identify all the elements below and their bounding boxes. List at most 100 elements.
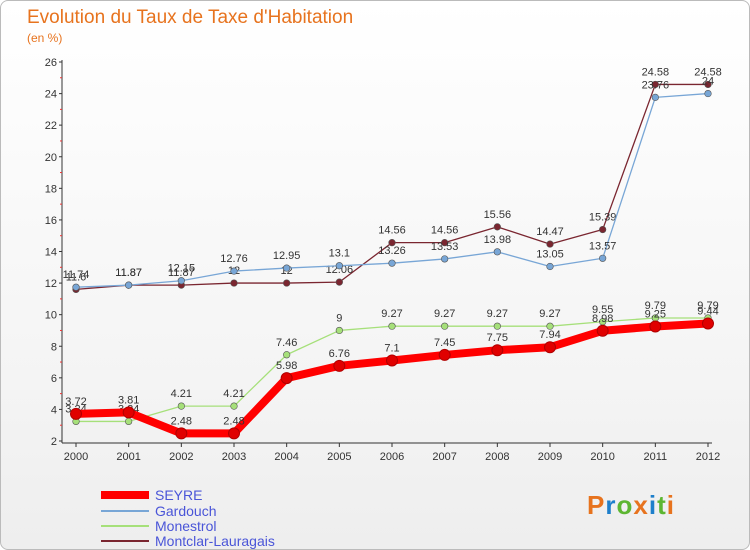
logo-letter: i [666,490,675,520]
data-point [493,223,501,231]
data-point [283,279,291,287]
x-tick-label: 2007 [432,451,456,463]
data-label: 9.55 [592,304,613,316]
data-label: 4.21 [223,388,244,400]
y-tick-label: 18 [45,183,57,195]
series-line-gardouch [75,92,709,288]
data-label: 9.27 [487,308,508,320]
logo-letter: x [633,490,649,520]
legend-label: SEYRE [155,487,202,503]
y-tick-label: 4 [51,404,57,416]
y-tick-label: 8 [51,341,57,353]
y-tick-label: 14 [45,247,57,259]
x-tick-label: 2003 [222,451,246,463]
x-tick-label: 2011 [644,451,668,463]
data-point [651,80,659,89]
data-point [546,262,554,271]
x-tick-label: 2001 [116,451,140,463]
x-tick-label: 2004 [274,451,298,463]
data-label: 7.45 [434,337,455,349]
data-label: 4.21 [171,388,192,400]
data-label: 13.57 [589,240,617,252]
data-point [333,359,346,372]
x-tick-label: 2005 [327,451,351,463]
data-label: 5.98 [276,360,297,372]
y-tick-label: 10 [45,310,57,322]
logo-letter: o [616,490,634,520]
data-label: 14.56 [378,225,406,237]
data-label: 9 [336,312,342,324]
y-tick-label: 24 [45,89,57,101]
data-label: 13.98 [484,234,512,246]
data-label: 11.6 [66,271,87,283]
data-label: 13.26 [378,245,406,257]
data-point [228,427,240,440]
series-line-montclar-lauragais [75,83,708,291]
data-label: 7.75 [487,332,508,344]
data-label: 12.06 [326,264,354,276]
data-point [493,248,501,256]
data-point [230,279,238,287]
data-point [72,283,80,291]
data-label: 15.39 [589,212,617,224]
data-point [388,322,396,330]
data-label: 15.56 [484,209,512,221]
proxiti-logo: Proxiti [587,490,675,521]
data-point [230,267,238,275]
chart-title: Evolution du Taux de Taxe d'Habitation [27,7,354,28]
data-point [599,254,607,262]
x-tick-label: 2006 [380,451,404,463]
y-tick-label: 26 [45,57,57,69]
data-label: 2.48 [223,415,244,427]
logo-letter: r [605,490,617,520]
data-point [388,239,396,247]
data-label: 9.25 [645,309,666,321]
data-point [544,341,556,354]
data-label: 11.74 [63,269,90,281]
logo-letter: t [657,490,667,520]
data-point [280,372,293,385]
data-label: 9.44 [697,306,718,318]
data-label: 9.79 [697,300,718,312]
chart-subtitle: (en %) [27,31,63,45]
x-tick-label: 2012 [696,451,720,463]
data-point [335,262,343,270]
data-point [599,225,607,234]
data-point [70,407,82,420]
data-point [441,255,449,263]
legend-label: Montclar-Lauragais [155,533,275,549]
data-label: 24.58 [694,66,722,78]
y-tick-label: 16 [45,215,57,227]
data-point [546,322,554,330]
data-label: 24 [702,76,714,88]
y-tick-label: 22 [45,120,57,132]
data-label: 3.81 [118,394,139,406]
data-point [441,239,449,247]
data-point [546,240,554,248]
data-label: 9.27 [381,308,402,320]
data-label: 12.15 [168,263,196,275]
data-point [283,351,291,359]
legend-label: Monestrol [155,518,216,534]
data-point [386,354,398,367]
data-label: 2.48 [171,415,192,427]
data-label: 8.98 [592,313,613,325]
y-tick-label: 2 [51,436,57,448]
data-point [491,344,504,357]
data-point [704,89,712,98]
data-point [596,324,609,337]
data-point [335,278,343,286]
x-tick-label: 2009 [538,451,562,463]
data-label: 9.79 [645,300,666,312]
data-point [704,80,712,89]
data-point [702,317,714,330]
data-label: 3.72 [65,396,86,408]
data-point [441,322,449,330]
legend-label: Gardouch [155,503,216,519]
data-label: 11.87 [115,267,142,279]
data-label: 14.56 [431,225,459,237]
data-label: 9.27 [434,308,455,320]
data-label: 6.76 [329,348,350,360]
